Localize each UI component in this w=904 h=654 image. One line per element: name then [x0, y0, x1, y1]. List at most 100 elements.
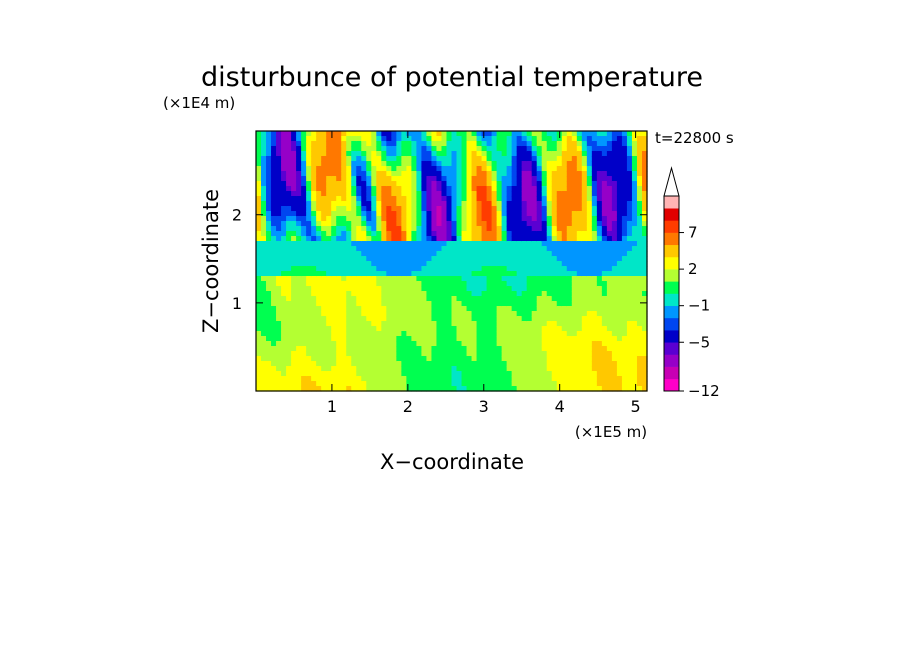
heatmap-cell [486, 151, 493, 157]
heatmap-cell [571, 131, 578, 137]
heatmap-cell [401, 296, 407, 302]
heatmap-cell [611, 151, 618, 157]
heatmap-cell [521, 286, 528, 292]
heatmap-cell [591, 156, 598, 162]
heatmap-cell [446, 341, 453, 347]
heatmap-cell [326, 291, 332, 297]
heatmap-cell [571, 146, 578, 152]
heatmap-cell [271, 181, 277, 187]
heatmap-cell [316, 301, 322, 307]
heatmap-cell [556, 296, 563, 302]
heatmap-cell [571, 346, 578, 352]
heatmap-cell [416, 136, 423, 142]
heatmap-cell [401, 366, 407, 372]
heatmap-cell [556, 291, 563, 297]
heatmap-cell [631, 351, 638, 357]
heatmap-cell [506, 336, 513, 342]
heatmap-cell [461, 196, 468, 202]
heatmap-cell [351, 241, 357, 247]
heatmap-cell [456, 306, 463, 312]
heatmap-cell [501, 246, 508, 252]
heatmap-cell [531, 136, 538, 142]
heatmap-cell [311, 346, 317, 352]
heatmap-cell [406, 281, 412, 287]
heatmap-cell [626, 306, 633, 312]
heatmap-cell [491, 171, 498, 177]
heatmap-cell [416, 351, 423, 357]
heatmap-cell [491, 241, 498, 247]
heatmap-cell [361, 266, 367, 272]
heatmap-cell [561, 181, 568, 187]
heatmap-cell [561, 286, 568, 292]
heatmap-cell [601, 206, 608, 212]
heatmap-cell [526, 356, 533, 362]
heatmap-cell [471, 321, 478, 327]
heatmap-cell [556, 206, 563, 212]
heatmap-cell [336, 236, 342, 242]
heatmap-cell [546, 146, 553, 152]
heatmap-cell [476, 291, 483, 297]
heatmap-cell [271, 356, 277, 362]
heatmap-cell [306, 311, 312, 317]
heatmap-cell [296, 356, 302, 362]
heatmap-cell [396, 236, 402, 242]
heatmap-cell [356, 326, 362, 332]
heatmap-cell [396, 381, 402, 387]
heatmap-cell [406, 131, 412, 137]
heatmap-cell [631, 276, 638, 282]
heatmap-cell [396, 276, 402, 282]
heatmap-cell [266, 141, 272, 147]
heatmap-cell [491, 201, 498, 207]
heatmap-cell [401, 251, 407, 257]
heatmap-cell [306, 251, 312, 257]
heatmap-cell [581, 261, 588, 267]
heatmap-cell [636, 151, 643, 157]
heatmap-cell [411, 366, 418, 372]
heatmap-cell [556, 276, 563, 282]
heatmap-cell [301, 306, 307, 312]
colorbar-tick-label: 2 [688, 260, 698, 278]
heatmap-cell [626, 381, 633, 387]
heatmap-cell [341, 251, 347, 257]
colorbar-swatch [664, 244, 679, 258]
heatmap-cell [476, 146, 483, 152]
heatmap-cell [406, 211, 412, 217]
heatmap-cell [471, 376, 478, 382]
heatmap-cell [331, 241, 337, 247]
heatmap-cell [616, 311, 623, 317]
heatmap-cell [381, 321, 387, 327]
heatmap-cell [336, 251, 342, 257]
heatmap-cell [546, 251, 553, 257]
heatmap-cell [451, 161, 458, 167]
heatmap-cell [331, 276, 337, 282]
heatmap-cell [401, 301, 407, 307]
heatmap-cell [391, 306, 397, 312]
heatmap-cell [256, 211, 262, 217]
heatmap-cell [271, 291, 277, 297]
heatmap-cell [466, 366, 473, 372]
heatmap-cell [416, 246, 423, 252]
heatmap-cell [636, 221, 643, 227]
heatmap-cell [301, 151, 307, 157]
heatmap-cell [336, 181, 342, 187]
heatmap-cell [271, 276, 277, 282]
heatmap-cell [531, 196, 538, 202]
heatmap-cell [346, 291, 352, 297]
heatmap-cell [591, 256, 598, 262]
heatmap-cell [506, 201, 513, 207]
heatmap-cell [411, 181, 418, 187]
heatmap-cell [381, 201, 387, 207]
heatmap-cell [641, 216, 648, 222]
heatmap-cell [456, 151, 463, 157]
heatmap-cell [641, 301, 648, 307]
heatmap-cell [491, 206, 498, 212]
heatmap-cell [601, 151, 608, 157]
heatmap-cell [286, 146, 292, 152]
heatmap-cell [301, 371, 307, 377]
heatmap-cell [371, 161, 377, 167]
heatmap-cell [291, 286, 297, 292]
heatmap-cell [351, 246, 357, 252]
heatmap-cell [281, 156, 287, 162]
heatmap-cell [316, 296, 322, 302]
heatmap-cell [526, 276, 533, 282]
